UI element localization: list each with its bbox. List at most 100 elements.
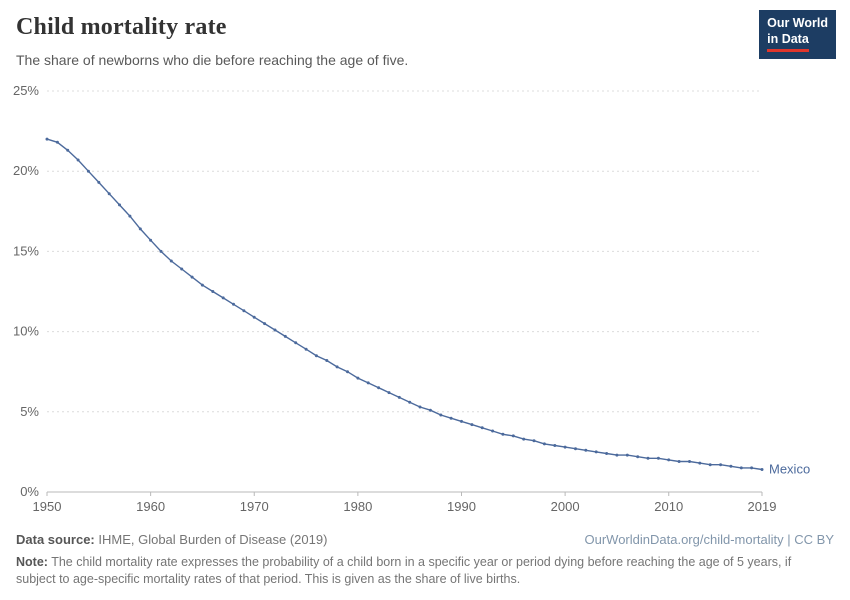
- chart-note: Note: The child mortality rate expresses…: [16, 554, 834, 588]
- data-point: [86, 169, 90, 173]
- data-point: [304, 347, 308, 351]
- note-text: The child mortality rate expresses the p…: [16, 555, 792, 586]
- data-point: [66, 148, 70, 152]
- data-point: [511, 434, 515, 438]
- data-point: [574, 447, 577, 451]
- data-point: [169, 259, 173, 263]
- owid-logo[interactable]: Our World in Data: [759, 10, 836, 59]
- data-point: [553, 444, 557, 447]
- data-point: [719, 463, 723, 467]
- y-tick-label: 10%: [13, 324, 39, 339]
- data-point: [470, 423, 474, 427]
- data-point: [501, 432, 505, 436]
- data-point: [656, 456, 660, 460]
- data-point: [180, 267, 184, 271]
- y-tick-label: 20%: [13, 163, 39, 178]
- x-tick-label: 1980: [343, 499, 372, 514]
- series-end-label: Mexico: [769, 462, 810, 477]
- data-point: [428, 408, 432, 412]
- data-point: [314, 354, 318, 358]
- data-point: [667, 458, 671, 462]
- line-chart: 0% 5% 10% 15% 20% 25% 1950 1960 1970 1980 1990 2000…: [13, 83, 810, 514]
- data-point: [55, 140, 59, 144]
- data-point: [522, 437, 526, 441]
- data-point: [646, 456, 650, 460]
- data-point: [439, 413, 443, 417]
- data-source-text: IHME, Global Burden of Disease (2019): [94, 532, 328, 547]
- data-point: [480, 426, 484, 430]
- data-point: [221, 296, 225, 300]
- data-point: [739, 466, 743, 470]
- data-point: [45, 137, 49, 141]
- x-tick-label: 2000: [551, 499, 580, 514]
- data-source: Data source: IHME, Global Burden of Dise…: [16, 532, 327, 547]
- data-point: [200, 283, 204, 287]
- data-point: [491, 429, 495, 433]
- data-point: [408, 400, 412, 404]
- note-label: Note:: [16, 555, 48, 569]
- data-point: [460, 419, 463, 423]
- data-point: [698, 461, 702, 465]
- x-tick-label: 1960: [136, 499, 165, 514]
- data-point: [636, 455, 640, 459]
- data-point: [729, 464, 733, 468]
- data-point: [688, 460, 691, 463]
- data-point: [418, 405, 422, 409]
- owid-link[interactable]: OurWorldinData.org/child-mortality | CC …: [584, 532, 835, 547]
- data-point: [750, 466, 754, 470]
- data-point: [584, 448, 588, 452]
- x-tick-label: 1970: [240, 499, 269, 514]
- data-point: [107, 192, 111, 196]
- data-point: [677, 460, 681, 463]
- data-point: [532, 439, 536, 443]
- data-point: [232, 302, 235, 306]
- x-tick-label: 1990: [447, 499, 476, 514]
- x-tick-label: 2010: [654, 499, 683, 514]
- data-point: [346, 370, 349, 374]
- data-point: [138, 227, 142, 231]
- data-point: [211, 290, 215, 293]
- data-point: [190, 275, 194, 279]
- x-tick-label: 1950: [33, 499, 62, 514]
- data-point: [294, 341, 298, 345]
- data-point: [615, 453, 619, 457]
- data-point: [397, 395, 401, 399]
- owid-logo-line1: Our World: [767, 16, 828, 30]
- data-point: [594, 450, 598, 454]
- data-point: [273, 328, 277, 332]
- data-point: [366, 381, 370, 385]
- owid-logo-line2: in Data: [767, 31, 809, 52]
- data-point: [377, 386, 381, 390]
- chart-footer: Data source: IHME, Global Burden of Dise…: [16, 532, 834, 547]
- data-point: [159, 249, 163, 253]
- data-point: [625, 453, 629, 457]
- page-title: Child mortality rate: [16, 14, 227, 40]
- x-tick-label: 2019: [748, 499, 777, 514]
- data-point: [449, 416, 453, 420]
- chart-subtitle: The share of newborns who die before rea…: [16, 52, 409, 68]
- y-tick-label: 0%: [20, 484, 39, 499]
- data-point: [149, 238, 153, 242]
- data-point: [708, 463, 712, 467]
- data-point: [118, 203, 121, 207]
- data-point: [760, 468, 764, 471]
- data-point: [325, 359, 329, 362]
- series-line: [46, 138, 763, 471]
- data-point: [263, 322, 267, 326]
- data-source-label: Data source:: [16, 532, 95, 547]
- y-tick-label: 15%: [13, 243, 39, 258]
- data-point: [76, 158, 80, 162]
- data-point: [563, 445, 567, 449]
- data-point: [128, 214, 132, 218]
- y-tick-label: 5%: [20, 404, 39, 419]
- data-point: [252, 315, 256, 319]
- data-point: [97, 180, 101, 184]
- data-point: [242, 309, 246, 313]
- data-point: [335, 365, 339, 369]
- data-point: [387, 391, 391, 395]
- y-tick-label: 25%: [13, 83, 39, 98]
- data-point: [283, 334, 287, 338]
- data-point: [542, 442, 546, 446]
- data-point: [605, 452, 609, 455]
